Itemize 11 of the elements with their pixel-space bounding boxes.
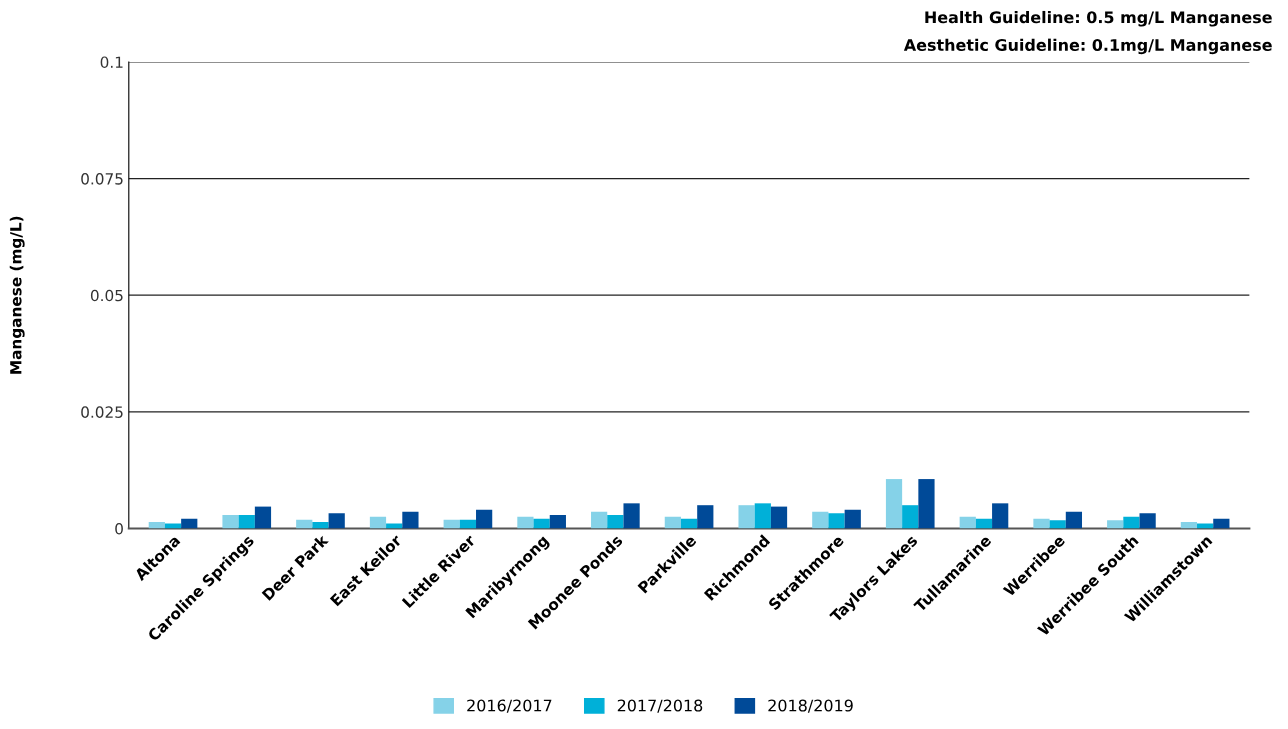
y-tick-label: 0.025 bbox=[81, 406, 123, 418]
y-tick-label: 0 bbox=[115, 522, 123, 535]
y-tick-label: 0.075 bbox=[81, 173, 123, 185]
y-axis-title: Manganese (mg/L) bbox=[9, 216, 25, 374]
legend-label: 2018/2019 bbox=[768, 699, 853, 713]
text: Health Guideline: 0.5 mg/L Manganese bbox=[925, 10, 1272, 27]
text: Aesthetic Guideline: 0.1mg/L Manganese bbox=[903, 38, 1272, 55]
legend-label: 2016/2017 bbox=[467, 699, 552, 713]
y-tick-label: 0.05 bbox=[90, 289, 123, 302]
y-tick-label: 0.1 bbox=[100, 56, 123, 68]
legend-label: 2017/2018 bbox=[617, 699, 703, 713]
